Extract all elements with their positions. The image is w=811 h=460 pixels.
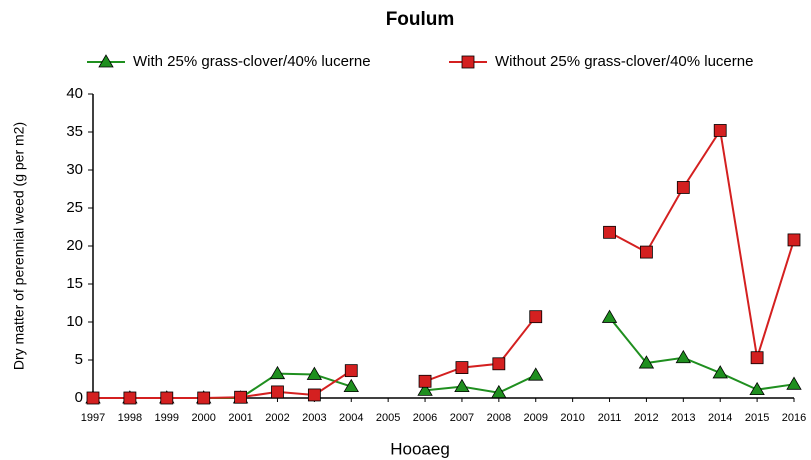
marker: [529, 310, 543, 324]
marker: [455, 361, 469, 375]
y-tick-label: 15: [66, 275, 83, 292]
marker: [454, 378, 470, 393]
x-axis-label: Hooaeg: [390, 439, 450, 458]
marker: [787, 233, 801, 247]
y-tick-label: 40: [66, 85, 83, 102]
x-tick-label: 2016: [782, 412, 806, 424]
marker: [86, 391, 100, 405]
marker: [640, 245, 653, 259]
marker: [343, 378, 359, 393]
legend-label: With 25% grass-clover/40% lucerne: [133, 53, 371, 70]
marker: [197, 391, 211, 405]
x-tick-label: 1999: [155, 412, 179, 424]
x-tick-label: 2005: [376, 412, 400, 424]
x-tick-label: 2001: [228, 412, 252, 424]
marker: [306, 366, 323, 380]
marker: [269, 365, 286, 380]
marker: [491, 384, 507, 399]
marker: [307, 388, 321, 402]
x-tick-label: 2011: [598, 412, 622, 424]
x-tick-label: 2015: [745, 412, 769, 424]
x-tick-label: 2010: [560, 412, 584, 424]
marker: [492, 357, 506, 371]
series-line: [93, 127, 795, 399]
marker: [344, 364, 358, 378]
marker: [271, 385, 284, 399]
marker: [417, 382, 433, 396]
x-tick-label: 2007: [450, 412, 474, 424]
x-tick-label: 2002: [265, 412, 289, 424]
x-tick-label: 2013: [671, 412, 695, 424]
x-tick-label: 1998: [118, 412, 142, 424]
x-tick-label: 1997: [81, 412, 105, 424]
marker: [786, 376, 802, 390]
y-tick-label: 5: [75, 351, 83, 368]
marker: [528, 367, 544, 381]
marker: [676, 181, 690, 194]
x-tick-label: 2006: [413, 412, 437, 424]
y-tick-label: 25: [66, 199, 83, 216]
marker: [160, 391, 174, 405]
x-tick-label: 2012: [634, 412, 658, 424]
marker: [712, 365, 728, 379]
marker: [418, 374, 432, 388]
marker: [123, 391, 137, 405]
y-tick-label: 10: [66, 313, 83, 330]
series-line: [93, 316, 795, 399]
x-tick-label: 2004: [339, 412, 363, 424]
y-tick-label: 30: [66, 161, 83, 178]
marker: [675, 349, 692, 364]
x-tick-label: 2008: [487, 412, 511, 424]
x-tick-label: 2014: [708, 412, 732, 424]
y-tick-label: 20: [66, 237, 83, 254]
legend-marker: [461, 55, 475, 69]
x-tick-label: 2009: [523, 412, 547, 424]
x-tick-label: 2000: [191, 412, 215, 424]
y-tick-label: 0: [75, 389, 83, 406]
marker: [750, 351, 764, 365]
marker: [234, 390, 247, 404]
marker: [749, 381, 765, 396]
y-tick-label: 35: [66, 123, 83, 140]
y-axis-label: Dry matter of perennial weed (g per m2): [11, 122, 27, 370]
marker: [638, 355, 655, 369]
chart-title: Foulum: [386, 9, 455, 30]
legend-marker: [98, 54, 114, 68]
marker: [601, 309, 618, 323]
legend-label: Without 25% grass-clover/40% lucerne: [495, 53, 753, 70]
marker: [713, 124, 727, 137]
marker: [603, 225, 616, 239]
x-tick-label: 2003: [302, 412, 326, 424]
